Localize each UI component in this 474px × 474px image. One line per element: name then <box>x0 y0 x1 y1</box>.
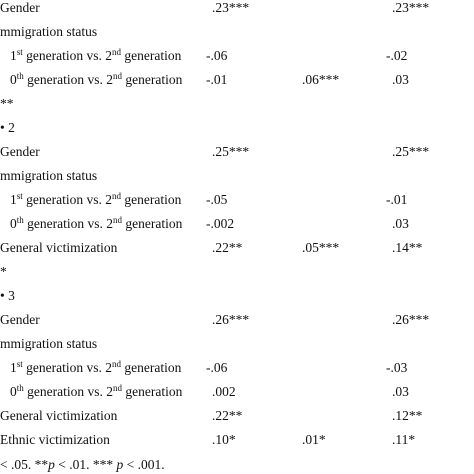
label-text: 0 <box>10 384 17 399</box>
cell-value: .22** <box>212 408 243 423</box>
label-text: 1 <box>10 360 17 375</box>
italic-p: p <box>116 457 124 472</box>
row-label: Gender <box>0 312 40 327</box>
cell-value: .10* <box>212 432 236 447</box>
cell-value: .11* <box>392 432 416 447</box>
cell-value: .03 <box>392 72 409 87</box>
row-label: * <box>0 264 7 279</box>
superscript: st <box>16 359 23 369</box>
row-label: Gender <box>0 144 40 159</box>
row-label: mmigration status <box>0 168 98 183</box>
cell-value: -.02 <box>386 48 408 63</box>
footnote-text: < .01. *** <box>54 457 117 472</box>
cell-value: .25*** <box>212 144 250 159</box>
label-text: 1 <box>10 192 17 207</box>
row-label: 1st generation vs. 2nd generation <box>10 360 181 376</box>
label-text: generation <box>122 72 183 87</box>
label-text: generation vs. 2 <box>23 72 113 87</box>
cell-value: -.03 <box>386 360 408 375</box>
cell-value: .26*** <box>392 312 430 327</box>
cell-value: .12** <box>392 408 423 423</box>
italic-p: p <box>48 457 55 472</box>
cell-value: -.06 <box>206 48 228 63</box>
cell-value: .22** <box>212 240 243 255</box>
label-text: generation <box>121 360 182 375</box>
cell-value: .23*** <box>212 0 250 15</box>
label-text: 1 <box>10 48 17 63</box>
row-label: Ethnic victimization <box>0 432 110 447</box>
row-label: General victimization <box>0 408 118 423</box>
superscript: th <box>16 383 24 393</box>
footnote-text: < .05. ** <box>0 457 49 472</box>
label-text: generation vs. 2 <box>23 216 113 231</box>
footnote-text: < .001. <box>123 457 165 472</box>
row-label: • 2 <box>0 120 15 135</box>
cell-value: .01* <box>302 432 326 447</box>
row-label: • 3 <box>0 288 15 303</box>
row-label: 1st generation vs. 2nd generation <box>10 48 181 64</box>
label-text: generation <box>121 48 182 63</box>
cell-value: -.01 <box>386 192 408 207</box>
cell-value: .03 <box>392 384 409 399</box>
superscript: nd <box>113 71 122 81</box>
label-text: generation vs. 2 <box>22 48 112 63</box>
cell-value: .06*** <box>302 72 340 87</box>
row-label: mmigration status <box>0 24 98 39</box>
row-label: ** <box>0 96 14 111</box>
label-text: 0 <box>10 216 17 231</box>
row-label: mmigration status <box>0 336 98 351</box>
label-text: generation <box>121 192 182 207</box>
label-text: generation vs. 2 <box>22 360 112 375</box>
cell-value: .25*** <box>392 144 430 159</box>
cell-value: -.05 <box>206 192 228 207</box>
cell-value: -.06 <box>206 360 228 375</box>
superscript: th <box>16 215 24 225</box>
row-label: 0th generation vs. 2nd generation <box>10 216 182 232</box>
superscript: nd <box>112 191 121 201</box>
cell-value: .002 <box>212 384 236 399</box>
superscript: nd <box>113 215 122 225</box>
row-label: 0th generation vs. 2nd generation <box>10 72 182 88</box>
cell-value: .14** <box>392 240 423 255</box>
cell-value: -.002 <box>206 216 235 231</box>
label-text: generation vs. 2 <box>22 192 112 207</box>
footnote: < .05. **p < .01. *** p < .001. <box>0 457 165 473</box>
label-text: generation <box>122 384 183 399</box>
cell-value: .26*** <box>212 312 250 327</box>
cell-value: .03 <box>392 216 409 231</box>
row-label: General victimization <box>0 240 118 255</box>
label-text: 0 <box>10 72 17 87</box>
row-label: 0th generation vs. 2nd generation <box>10 384 182 400</box>
row-label: 1st generation vs. 2nd generation <box>10 192 181 208</box>
superscript: nd <box>112 359 121 369</box>
superscript: st <box>16 191 23 201</box>
cell-value: -.01 <box>206 72 228 87</box>
superscript: nd <box>113 383 122 393</box>
cell-value: .23*** <box>392 0 430 15</box>
label-text: generation <box>122 216 183 231</box>
superscript: th <box>16 71 24 81</box>
cell-value: .05*** <box>302 240 340 255</box>
superscript: st <box>16 47 23 57</box>
row-label: Gender <box>0 0 40 15</box>
label-text: generation vs. 2 <box>23 384 113 399</box>
superscript: nd <box>112 47 121 57</box>
